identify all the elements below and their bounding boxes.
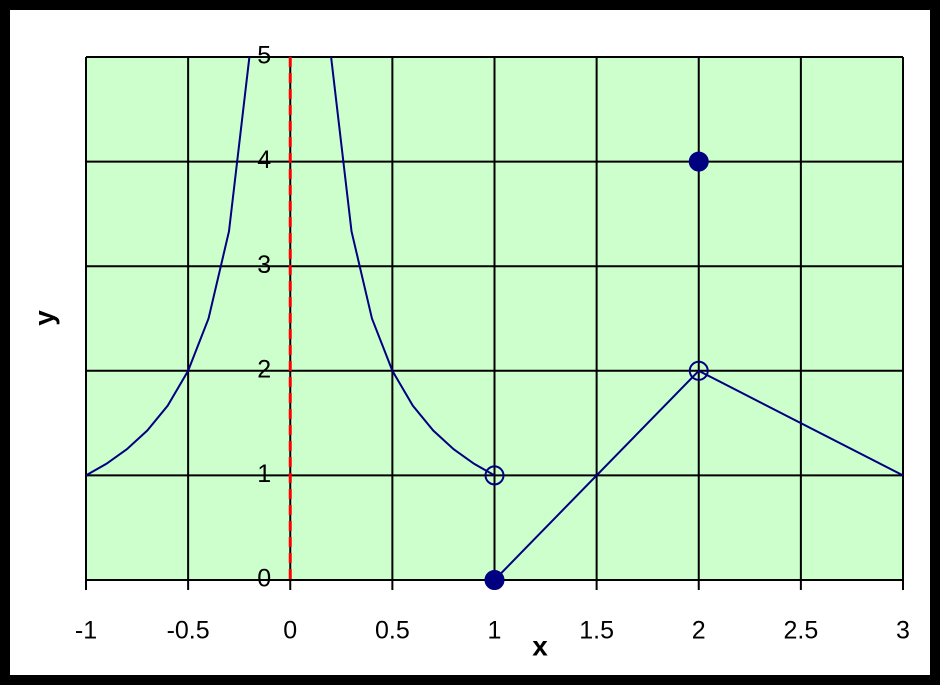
y-tick-label: 5 bbox=[257, 42, 271, 70]
y-tick-label: 1 bbox=[257, 460, 271, 488]
x-tick-label: 1.5 bbox=[579, 617, 614, 645]
y-tick-label: 2 bbox=[257, 355, 271, 383]
y-tick-label: 3 bbox=[257, 251, 271, 279]
x-tick-label: 1 bbox=[488, 617, 502, 645]
series-line bbox=[493, 369, 904, 581]
x-tick-label: -0.5 bbox=[167, 617, 210, 645]
x-tick-label: 3 bbox=[896, 617, 910, 645]
series-line bbox=[85, 56, 251, 477]
series-line bbox=[330, 56, 495, 477]
y-tick-label: 4 bbox=[257, 146, 271, 174]
x-tick-label: 2.5 bbox=[783, 617, 818, 645]
x-tick-label: 0 bbox=[283, 617, 297, 645]
filled-point bbox=[484, 570, 505, 590]
x-axis-title: x bbox=[532, 630, 548, 661]
open-point bbox=[484, 465, 505, 486]
y-tick-label: 0 bbox=[257, 565, 271, 593]
filled-point bbox=[688, 151, 709, 172]
x-tick-label: 0.5 bbox=[375, 617, 410, 645]
x-tick-label: -1 bbox=[75, 617, 97, 645]
open-point bbox=[688, 360, 709, 381]
plot: -1 -0.5 0 0.5 1 1.5 2 2.5 3 0 1 2 3 4 5 bbox=[75, 42, 910, 645]
x-tick-label: 2 bbox=[692, 617, 706, 645]
y-axis-title: y bbox=[28, 310, 59, 326]
